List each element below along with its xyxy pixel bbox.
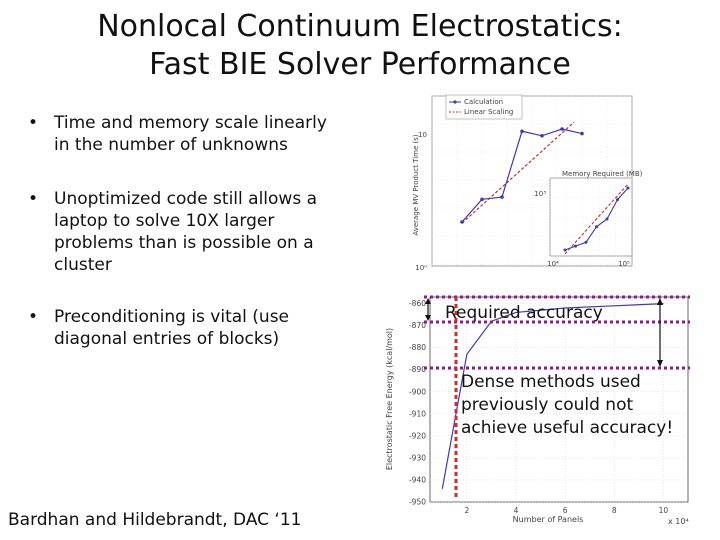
memory-plot-frame	[549, 177, 633, 257]
legend-calc-marker	[453, 100, 457, 104]
timing-xtick-label: 10⁵	[618, 260, 630, 268]
calculation-point	[540, 134, 544, 138]
energy-ytick-label: -880	[409, 343, 426, 352]
energy-xtick-label: 4	[514, 506, 519, 515]
energy-xticks: 2 4 6 8 10	[464, 506, 668, 515]
memory-grid	[549, 177, 633, 257]
title-line-2: Fast BIE Solver Performance	[149, 47, 571, 82]
memory-point	[626, 186, 630, 190]
energy-ytick-label: -900	[409, 387, 426, 396]
legend-calculation-label: Calculation	[464, 98, 503, 106]
timing-ylabel: Average MV Product Time (s)	[412, 134, 420, 236]
timing-series	[460, 121, 584, 224]
citation: Bardhan and Hildebrandt, DAC ‘11	[8, 510, 302, 530]
linear-scaling-line	[461, 121, 575, 224]
memory-linear-line	[564, 183, 629, 255]
memory-inset-title: Memory Required (MB)	[562, 170, 643, 178]
energy-yticks: -860 -870 -880 -890 -900 -910 -920 -930 -940 -950	[409, 299, 426, 506]
energy-ytick-label: -860	[409, 299, 426, 308]
memory-tick-label: 10³	[534, 190, 546, 198]
bullet-text: Preconditioning is vital (use diagonal e…	[54, 307, 290, 349]
energy-ytick-label: -870	[409, 321, 426, 330]
energy-plot-frame	[429, 296, 689, 503]
bullet-item: • Preconditioning is vital (use diagonal…	[28, 306, 289, 350]
energy-ytick-label: -950	[409, 498, 426, 507]
arrow-head-icon	[425, 315, 431, 321]
calculation-point	[560, 127, 564, 131]
energy-series	[441, 303, 664, 489]
calculation-point	[580, 131, 584, 136]
memory-point	[563, 248, 567, 252]
memory-point	[574, 244, 577, 248]
required-accuracy-label: Required accuracy	[445, 303, 603, 323]
timing-legend	[445, 94, 523, 120]
legend-linear-label: Linear Scaling	[464, 108, 513, 116]
energy-ytick-label: -920	[409, 431, 426, 440]
title-line-1: Nonlocal Continuum Electrostatics:	[97, 9, 623, 44]
bullet-text: Time and memory scale linearly in the nu…	[54, 113, 327, 155]
bullet-item: • Unoptimized code still allows a laptop…	[28, 188, 317, 276]
timing-xtick-label: 10⁴	[547, 260, 559, 268]
memory-point	[616, 198, 619, 202]
calculation-point	[500, 195, 504, 199]
energy-ylabel: Electrostatic Free Energy (kcal/mol)	[385, 328, 394, 470]
memory-point	[584, 240, 588, 244]
energy-xtick-label: 2	[464, 506, 469, 515]
energy-xlabel: Number of Panels	[513, 515, 584, 524]
memory-series	[563, 183, 630, 255]
calculation-point	[480, 197, 484, 202]
memory-inset: Memory Required (MB) 10³ 10⁴ 10⁵	[534, 170, 642, 268]
timing-ytick-label: 10⁰	[415, 264, 427, 272]
arrow-head-icon	[657, 360, 663, 367]
energy-ytick-label: -890	[409, 365, 426, 374]
arrow-head-icon	[425, 298, 431, 304]
energy-xtick-label: 10	[659, 506, 669, 515]
energy-xtick-label: 8	[612, 506, 617, 515]
energy-ytick-label: -940	[409, 475, 426, 484]
energy-ytick-label: -930	[409, 453, 426, 462]
energy-ytick-label: -910	[409, 409, 426, 418]
calculation-point	[460, 220, 464, 224]
arrow-head-icon	[657, 298, 663, 305]
bullet-text: Unoptimized code still allows a laptop t…	[54, 189, 318, 275]
bullet-dot-icon: •	[28, 113, 39, 133]
slide-title: Nonlocal Continuum Electrostatics: Fast …	[0, 8, 720, 84]
bullet-dot-icon: •	[28, 189, 39, 209]
calculation-point	[520, 129, 524, 134]
bullet-item: • Time and memory scale linearly in the …	[28, 112, 327, 156]
energy-x-multiplier: x 10⁴	[668, 517, 689, 526]
energy-chart: -860 -870 -880 -890 -900 -910 -920 -930 -940 -950…	[385, 295, 690, 526]
dense-methods-label-2: previously could not	[461, 395, 633, 415]
dense-methods-label-1: Dense methods used	[461, 372, 641, 392]
timing-ytick-label: 10	[418, 131, 427, 139]
memory-point	[595, 225, 598, 229]
energy-line	[441, 303, 664, 489]
energy-grid	[430, 297, 688, 503]
memory-point	[605, 217, 609, 221]
bullet-dot-icon: •	[28, 307, 39, 327]
energy-xtick-label: 6	[563, 506, 568, 515]
dense-methods-label-3: achieve useful accuracy!	[461, 418, 673, 438]
